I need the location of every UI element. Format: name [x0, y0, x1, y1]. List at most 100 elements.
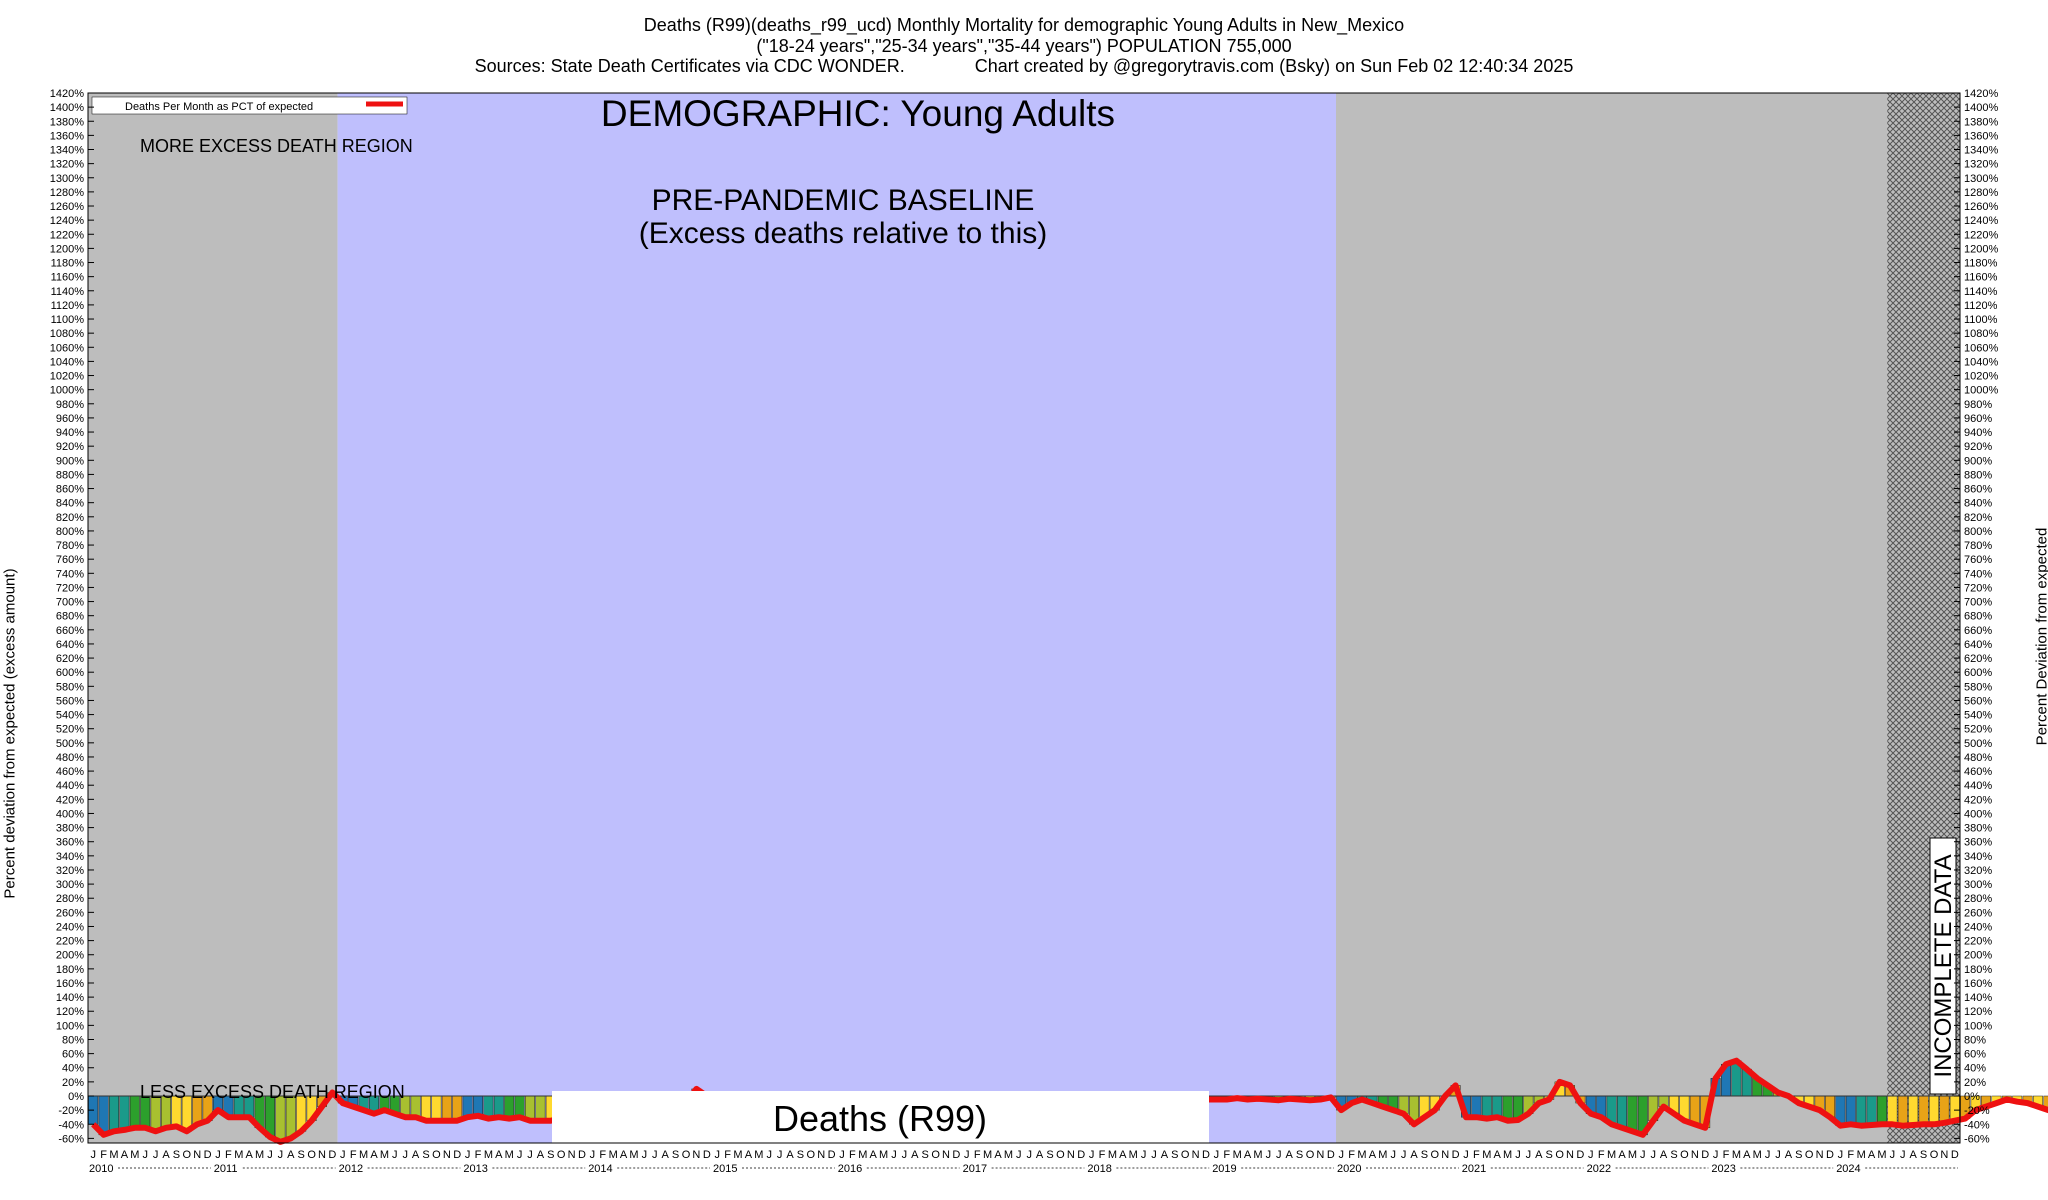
- x-tick-year: 2012: [339, 1163, 363, 1175]
- x-tick-month: A: [121, 1149, 129, 1161]
- y-tick-label-right: 160%: [1964, 978, 1992, 990]
- x-tick-month: A: [1036, 1149, 1044, 1161]
- bar: [109, 1095, 119, 1132]
- incomplete-data-label: INCOMPLETE DATA: [1930, 854, 1957, 1077]
- x-tick-year: 2014: [588, 1163, 612, 1175]
- y-tick-label-left: 460%: [56, 766, 84, 778]
- y-tick-label-right: 1080%: [1964, 328, 1998, 340]
- x-tick-month: D: [453, 1149, 461, 1161]
- y-tick-label-right: 1360%: [1964, 130, 1998, 142]
- x-tick-month: O: [1930, 1149, 1939, 1161]
- y-tick-label-left: -60%: [58, 1133, 84, 1145]
- x-tick-month: J: [278, 1149, 284, 1161]
- x-tick-month: F: [100, 1149, 107, 1161]
- x-tick-month: S: [1920, 1149, 1927, 1161]
- x-tick-month: A: [412, 1149, 420, 1161]
- bar: [1845, 1095, 1856, 1125]
- y-tick-label-left: 620%: [56, 653, 84, 665]
- y-tick-label-left: 480%: [56, 752, 84, 764]
- y-tick-label-left: 1080%: [50, 328, 84, 340]
- y-tick-label-left: 820%: [56, 512, 84, 524]
- x-tick-year: 2020: [1337, 1163, 1361, 1175]
- x-tick-month: J: [1266, 1149, 1272, 1161]
- y-tick-label-right: 40%: [1964, 1063, 1986, 1075]
- y-tick-label-left: 1380%: [50, 116, 84, 128]
- y-tick-label-left: 740%: [56, 568, 84, 580]
- y-tick-label-right: 420%: [1964, 794, 1992, 806]
- x-tick-month: J: [1515, 1149, 1521, 1161]
- y-tick-label-left: 780%: [56, 540, 84, 552]
- x-tick-month: O: [1680, 1149, 1689, 1161]
- x-tick-month: J: [142, 1149, 148, 1161]
- x-tick-year: 2024: [1836, 1163, 1860, 1175]
- y-tick-label-right: 660%: [1964, 625, 1992, 637]
- x-tick-month: A: [1369, 1149, 1377, 1161]
- y-tick-label-right: 260%: [1964, 907, 1992, 919]
- x-tick-month: M: [1004, 1149, 1013, 1161]
- y-tick-label-left: 700%: [56, 597, 84, 609]
- y-tick-label-right: 1100%: [1964, 314, 1998, 326]
- y-tick-label-left: 1360%: [50, 130, 84, 142]
- y-tick-label-right: 1220%: [1964, 229, 1998, 241]
- y-tick-label-left: 1400%: [50, 102, 84, 114]
- x-tick-month: J: [267, 1149, 273, 1161]
- bar: [431, 1095, 442, 1121]
- y-tick-label-left: 240%: [56, 921, 84, 933]
- bar: [1887, 1095, 1898, 1125]
- y-axis-label-left: Percent deviation from expected (excess …: [1, 568, 19, 899]
- y-tick-label-left: 1200%: [50, 243, 84, 255]
- x-tick-month: A: [495, 1149, 503, 1161]
- x-tick-month: F: [350, 1149, 357, 1161]
- y-tick-label-left: 200%: [56, 950, 84, 962]
- x-tick-month: S: [173, 1149, 180, 1161]
- y-tick-label-right: 900%: [1964, 455, 1992, 467]
- x-tick-month: J: [1775, 1149, 1781, 1161]
- x-tick-month: O: [1306, 1149, 1315, 1161]
- x-tick-month: J: [777, 1149, 783, 1161]
- bar: [285, 1095, 296, 1139]
- x-tick-month: A: [1494, 1149, 1502, 1161]
- x-tick-month: J: [1276, 1149, 1282, 1161]
- x-tick-month: J: [1151, 1149, 1157, 1161]
- y-tick-label-right: 200%: [1964, 950, 1992, 962]
- x-tick-month: F: [599, 1149, 606, 1161]
- y-tick-label-right: 120%: [1964, 1006, 1992, 1018]
- y-tick-label-right: 920%: [1964, 441, 1992, 453]
- x-tick-month: F: [1847, 1149, 1854, 1161]
- x-tick-month: F: [1473, 1149, 1480, 1161]
- x-tick-year: 2022: [1587, 1163, 1611, 1175]
- x-tick-month: D: [1452, 1149, 1460, 1161]
- x-tick-month: S: [672, 1149, 679, 1161]
- y-tick-label-right: 300%: [1964, 879, 1992, 891]
- x-tick-month: O: [1181, 1149, 1190, 1161]
- bar: [1918, 1095, 1929, 1125]
- x-tick-year: 2023: [1711, 1163, 1735, 1175]
- y-tick-label-left: 360%: [56, 837, 84, 849]
- x-tick-month: D: [828, 1149, 836, 1161]
- x-tick-month: N: [1316, 1149, 1324, 1161]
- y-tick-label-right: 1000%: [1964, 385, 1998, 397]
- x-tick-month: A: [537, 1149, 545, 1161]
- x-tick-month: J: [1089, 1149, 1095, 1161]
- x-tick-month: M: [109, 1149, 118, 1161]
- y-tick-label-right: 1280%: [1964, 187, 1998, 199]
- x-tick-month: F: [1598, 1149, 1605, 1161]
- y-tick-label-left: 800%: [56, 526, 84, 538]
- y-tick-label-right: 0%: [1964, 1091, 1980, 1103]
- y-tick-label-left: 580%: [56, 681, 84, 693]
- y-tick-label-right: 220%: [1964, 936, 1992, 948]
- x-tick-month: J: [1401, 1149, 1407, 1161]
- y-tick-label-left: 1340%: [50, 145, 84, 157]
- y-tick-label-right: 320%: [1964, 865, 1992, 877]
- y-tick-label-right: 640%: [1964, 639, 1992, 651]
- bar: [129, 1095, 140, 1129]
- x-tick-month: J: [590, 1149, 596, 1161]
- x-tick-month: N: [1940, 1149, 1948, 1161]
- y-tick-label-left: 440%: [56, 780, 84, 792]
- x-tick-month: M: [1877, 1149, 1886, 1161]
- x-tick-month: M: [733, 1149, 742, 1161]
- x-tick-month: J: [153, 1149, 159, 1161]
- x-tick-year: 2010: [89, 1163, 113, 1175]
- y-tick-label-right: 180%: [1964, 964, 1992, 976]
- y-tick-label-left: 900%: [56, 455, 84, 467]
